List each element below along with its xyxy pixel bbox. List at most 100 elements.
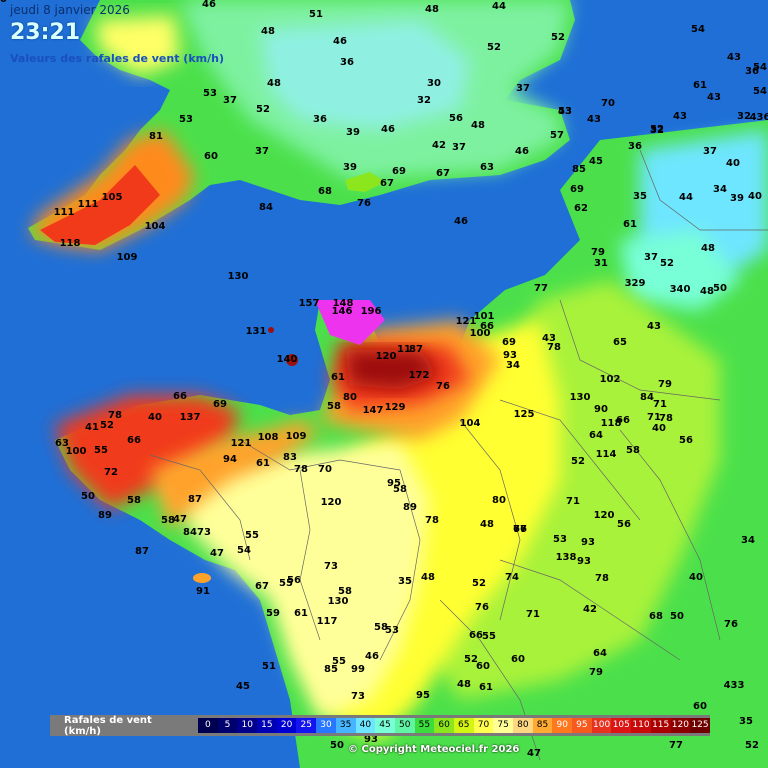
gust-value-label: 94 (223, 454, 237, 465)
gust-value-label: 37 (516, 83, 530, 94)
gust-value-label: 50 (670, 611, 684, 622)
gust-value-label: 71 (653, 399, 667, 410)
legend-cell: 75 (493, 718, 513, 733)
gust-value-label: 83 (283, 452, 297, 463)
gust-value-label: 89 (98, 510, 112, 521)
gust-value-label: 58 (161, 515, 175, 526)
gust-value-label: 157 (298, 298, 320, 309)
gust-value-label: 77 (669, 740, 683, 751)
gust-value-label: 36 (628, 141, 642, 152)
gust-value-label: 56 (449, 113, 463, 124)
gust-value-label: 40 (148, 412, 162, 423)
gust-value-label: 340 (669, 284, 691, 295)
gust-value-label: 148 (332, 298, 354, 309)
gust-value-label: 45 (589, 156, 603, 167)
gust-value-label: 109 (116, 252, 138, 263)
gust-value-label: 55 (245, 530, 259, 541)
gust-value-label: 58 (338, 586, 352, 597)
gust-value-label: 78 (659, 413, 673, 424)
gust-value-label: 61 (479, 682, 493, 693)
gust-value-label: 42 (583, 604, 597, 615)
gust-value-label: 60 (204, 151, 218, 162)
gust-value-label: 125 (513, 409, 535, 420)
england (28, 0, 575, 250)
gust-value-label: 79 (658, 379, 672, 390)
gust-value-label: 32 (737, 111, 751, 122)
gust-value-label: 34 (713, 184, 727, 195)
gust-value-label: 44 (679, 192, 693, 203)
gust-value-label: 47 (210, 548, 224, 559)
gust-value-label: 35 (739, 716, 753, 727)
gust-value-label: 77 (534, 283, 548, 294)
legend-cell: 80 (513, 718, 533, 733)
legend-cell: 85 (532, 718, 553, 733)
gust-value-label: 78 (547, 342, 561, 353)
gust-value-label: 436 (749, 112, 768, 123)
gust-value-label: 34 (741, 535, 755, 546)
gust-value-label: 35 (398, 576, 412, 587)
gust-value-label: 43 (587, 114, 601, 125)
gust-value-label: 51 (262, 661, 276, 672)
legend-cell: 20 (276, 718, 297, 733)
gust-value-label: 93 (577, 556, 591, 567)
gust-value-label: 76 (436, 381, 450, 392)
legend-cell: 15 (257, 718, 277, 733)
france (55, 120, 768, 768)
gust-value-label: 66 (480, 321, 494, 332)
gust-value-label: 41 (85, 422, 99, 433)
copyright: © Copyright Meteociel.fr 2026 (348, 744, 520, 755)
gust-value-label: 66 (469, 630, 483, 641)
forecast-date: jeudi 8 janvier 2026 (10, 3, 130, 17)
gust-value-label: 43 (647, 321, 661, 332)
gust-value-label: 89 (403, 502, 417, 513)
gust-value-label: 40 (748, 191, 762, 202)
gust-value-label: 58 (127, 495, 141, 506)
gust-value-label: 67 (255, 581, 269, 592)
gust-value-label: 52 (571, 456, 585, 467)
gust-value-label: 109 (285, 431, 307, 442)
gust-value-label: 56 (287, 575, 301, 586)
gust-value-label: 48 (267, 78, 281, 89)
gust-value-label: 64 (589, 430, 603, 441)
legend-cell: 30 (316, 718, 336, 733)
gust-value-label: 62 (574, 203, 588, 214)
gust-value-label: 56 (617, 519, 631, 530)
gust-value-label: 58 (626, 445, 640, 456)
gust-value-label: 52 (745, 740, 759, 751)
gust-value-label: 34 (506, 360, 520, 371)
gust-value-label: 80 (492, 495, 506, 506)
gust-value-label: 78 (294, 464, 308, 475)
legend-cell: 125 (690, 718, 710, 733)
gust-value-label: 61 (623, 219, 637, 230)
gust-value-label: 36 (313, 114, 327, 125)
legend-cell: 105 (611, 718, 632, 733)
gust-value-label: 76 (724, 619, 738, 630)
gust-value-label: 53 (179, 114, 193, 125)
gust-value-label: 36 (745, 66, 759, 77)
gust-value-label: 87 (135, 546, 149, 557)
gust-value-label: 48 (701, 243, 715, 254)
gust-value-label: 172 (408, 370, 430, 381)
legend-cell: 120 (670, 718, 691, 733)
gust-value-label: 78 (595, 573, 609, 584)
legend-cell: 55 (414, 718, 435, 733)
gust-value-label: 61 (693, 80, 707, 91)
legend-cell: 5 (217, 718, 238, 733)
gust-value-label: 48 (261, 26, 275, 37)
gust-value-label: 57 (550, 130, 564, 141)
gust-value-label: 63 (480, 162, 494, 173)
gust-value-label: 50 (713, 283, 727, 294)
gust-value-label: 79 (591, 247, 605, 258)
gust-value-label: 45 (236, 681, 250, 692)
gust-value-label: 43 (727, 52, 741, 63)
gust-value-label: 40 (0, 0, 7, 5)
gust-value-label: 129 (384, 402, 406, 413)
gust-value-label: 52 (256, 104, 270, 115)
gust-value-label: 39 (346, 127, 360, 138)
gust-value-label: 130 (569, 392, 591, 403)
gust-value-label: 130 (227, 271, 249, 282)
gust-value-label: 120 (320, 497, 342, 508)
gust-value-label: 40 (652, 423, 666, 434)
gust-value-label: 70 (318, 464, 332, 475)
